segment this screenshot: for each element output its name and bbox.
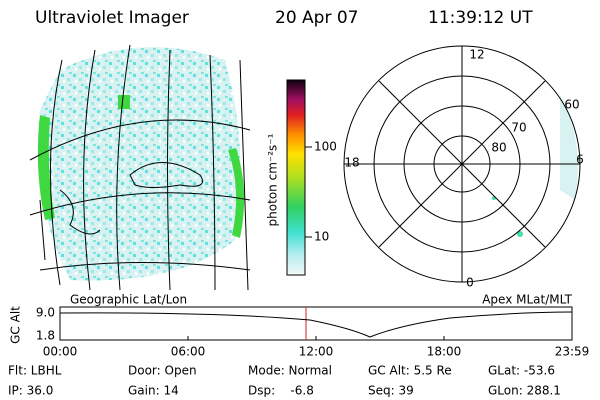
info-field: Mode: Normal bbox=[248, 364, 332, 378]
mlt-label: 6 bbox=[576, 153, 584, 167]
caption: Geographic Lat/Lon bbox=[70, 293, 187, 307]
info-field: GC Alt: 5.5 Re bbox=[368, 364, 452, 378]
info-field: Door: Open bbox=[128, 364, 197, 378]
mlat-label: 80 bbox=[491, 141, 506, 155]
mlt-label: 0 bbox=[466, 276, 474, 290]
altitude-tick-label: 1.8 bbox=[36, 329, 55, 343]
colorbar-tick-label: 10 bbox=[314, 230, 329, 244]
mlt-label: 12 bbox=[469, 48, 484, 62]
info-field: GLon: 288.1 bbox=[488, 384, 561, 398]
info-field: Flt: LBHL bbox=[8, 364, 62, 378]
altitude-tick-label: 9.0 bbox=[36, 306, 55, 320]
info-field: Gain: 14 bbox=[128, 384, 179, 398]
info-field: GLat: -53.6 bbox=[488, 364, 555, 378]
colorbar-label: photon cm⁻²s⁻¹ bbox=[266, 133, 280, 226]
time-tick-label: 06:00 bbox=[171, 345, 206, 359]
date: 20 Apr 07 bbox=[275, 8, 358, 28]
time-tick-label: 00:00 bbox=[43, 345, 78, 359]
instrument: Ultraviolet Imager bbox=[35, 8, 189, 28]
uv-image bbox=[29, 44, 251, 291]
time-tick-label: 23:59 bbox=[555, 345, 590, 359]
time: 11:39:12 UT bbox=[428, 8, 533, 28]
time-tick-label: 18:00 bbox=[427, 345, 462, 359]
colorbar-tick-label: 100 bbox=[314, 140, 337, 154]
altitude-curve bbox=[59, 311, 573, 338]
altitude-frame bbox=[59, 306, 573, 341]
mlt-label: 18 bbox=[344, 156, 359, 170]
altitude-label: GC Alt bbox=[9, 306, 23, 344]
mlat-label: 70 bbox=[511, 121, 526, 135]
mlat-label: 60 bbox=[564, 98, 579, 112]
info-field: Seq: 39 bbox=[368, 384, 414, 398]
polar-plot bbox=[343, 45, 581, 283]
caption: Apex MLat/MLT bbox=[482, 293, 572, 307]
colorbar bbox=[286, 79, 306, 276]
info-field: IP: 36.0 bbox=[8, 384, 53, 398]
info-field: Dsp: -6.8 bbox=[248, 384, 314, 398]
time-tick-label: 12:00 bbox=[299, 345, 334, 359]
